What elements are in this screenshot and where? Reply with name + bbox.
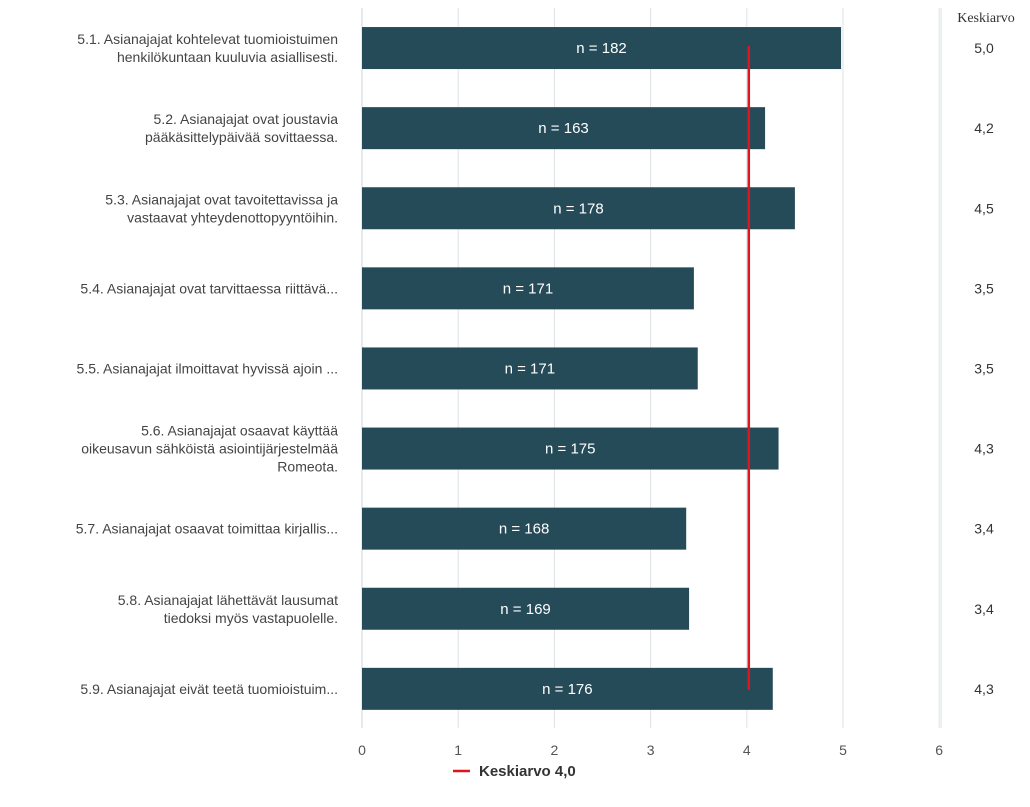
- category-label: 5.6. Asianajajat osaavat käyttää: [141, 423, 338, 439]
- mean-value: 4,2: [974, 120, 994, 136]
- bar: [362, 267, 694, 310]
- mean-value: 4,5: [974, 200, 994, 216]
- x-tick-label: 0: [358, 742, 366, 758]
- bars-group: n = 182 n = 163 n = 178 n = 171 n = 171 n = 1…: [362, 27, 842, 710]
- mean-value: 4,3: [974, 681, 994, 697]
- x-tick-label: 1: [454, 742, 462, 758]
- bar-n-label: n = 168: [499, 521, 549, 538]
- legend-reference-label: Keskiarvo 4,0: [479, 763, 576, 780]
- mean-value: 5,0: [974, 40, 994, 56]
- x-tick-label: 2: [551, 742, 559, 758]
- x-tick-label: 4: [743, 742, 751, 758]
- bar-n-label: n = 176: [542, 681, 592, 698]
- category-label: 5.7. Asianajajat osaavat toimittaa kirja…: [76, 521, 338, 537]
- category-label: 5.2. Asianajajat ovat joustavia: [154, 111, 339, 127]
- mean-value: 3,5: [974, 360, 994, 376]
- category-label: henkilökuntaan kuuluvia asiallisesti.: [117, 49, 338, 65]
- category-label: 5.1. Asianajajat kohtelevat tuomioistuim…: [77, 31, 338, 47]
- bar: [362, 667, 773, 710]
- bar-n-label: n = 171: [503, 280, 553, 297]
- bar: [362, 587, 690, 630]
- bar: [362, 27, 842, 70]
- mean-value: 3,4: [974, 601, 994, 617]
- mean-value: 3,4: [974, 521, 994, 537]
- category-label: oikeusavun sähköistä asiointijärjestelmä…: [81, 441, 338, 457]
- bar-n-label: n = 169: [500, 601, 550, 618]
- bar: [362, 427, 779, 470]
- category-label: pääkäsittelypäivää sovittaessa.: [145, 129, 338, 145]
- mean-value: 3,5: [974, 280, 994, 296]
- mean-column-header: Keskiarvo: [957, 11, 1015, 26]
- x-tick-label: 6: [935, 742, 943, 758]
- x-tick-label: 3: [647, 742, 655, 758]
- category-labels: 5.1. Asianajajat kohtelevat tuomioistuim…: [76, 31, 338, 697]
- bar-n-label: n = 182: [576, 40, 626, 57]
- category-label: vastaavat yhteydenottopyyntöihin.: [127, 209, 338, 225]
- bar-n-label: n = 175: [545, 441, 595, 458]
- mean-value: 4,3: [974, 441, 994, 457]
- category-label: tiedoksi myös vastapuolelle.: [164, 610, 338, 626]
- bar: [362, 187, 795, 230]
- x-tick-label: 5: [839, 742, 847, 758]
- bar-n-label: n = 178: [553, 200, 603, 217]
- legend: Keskiarvo 4,0: [453, 763, 576, 780]
- category-label: 5.9. Asianajajat eivät teetä tuomioistui…: [80, 681, 338, 697]
- category-label: 5.3. Asianajajat ovat tavoitettavissa ja: [105, 191, 338, 207]
- bar: [362, 507, 687, 550]
- mean-column: Keskiarvo 5,0 4,2 4,5 3,5 3,5 4,3 3,4 3,4 4,3: [957, 11, 1015, 697]
- category-label: 5.4. Asianajajat ovat tarvittaessa riitt…: [80, 280, 338, 296]
- category-label: 5.8. Asianajajat lähettävät lausumat: [118, 592, 338, 608]
- bar: [362, 347, 698, 390]
- bar-n-label: n = 163: [538, 120, 588, 137]
- category-label: Romeota.: [277, 459, 338, 475]
- category-label: 5.5. Asianajajat ilmoittavat hyvissä ajo…: [77, 360, 338, 376]
- bar: [362, 107, 766, 150]
- bar-n-label: n = 171: [505, 360, 555, 377]
- x-axis-ticks: 0 1 2 3 4 5 6: [358, 742, 943, 758]
